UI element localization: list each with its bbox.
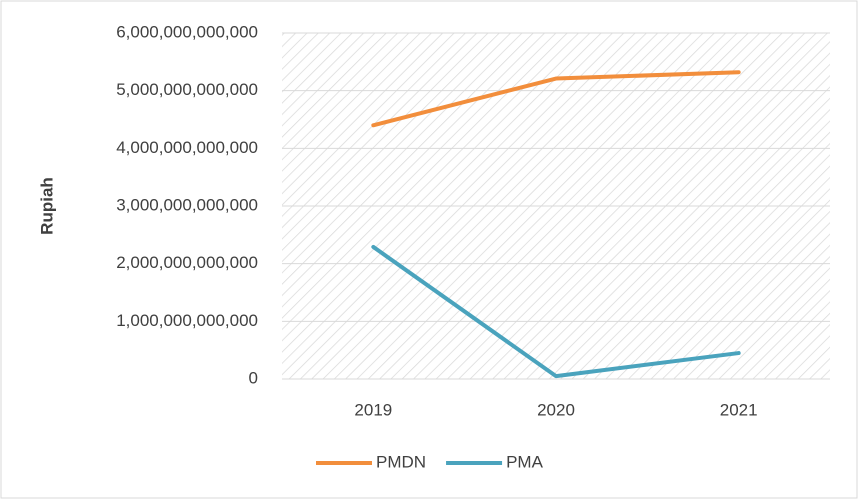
y-tick-label: 2,000,000,000,000 xyxy=(116,253,258,272)
y-axis-label: Rupiah xyxy=(37,177,56,235)
series-line xyxy=(371,244,741,379)
legend-label: PMA xyxy=(506,452,544,471)
y-tick-label: 6,000,000,000,000 xyxy=(116,22,258,41)
x-tick-label: 2019 xyxy=(354,400,392,419)
y-tick-label: 1,000,000,000,000 xyxy=(116,311,258,330)
x-tick-label: 2021 xyxy=(720,400,758,419)
legend-label: PMDN xyxy=(376,452,426,471)
series-line xyxy=(371,70,741,128)
y-tick-label: 0 xyxy=(249,368,258,387)
y-tick-label: 5,000,000,000,000 xyxy=(116,80,258,99)
x-tick-label: 2020 xyxy=(537,400,575,419)
y-tick-label: 3,000,000,000,000 xyxy=(116,195,258,214)
y-tick-label: 4,000,000,000,000 xyxy=(116,138,258,157)
